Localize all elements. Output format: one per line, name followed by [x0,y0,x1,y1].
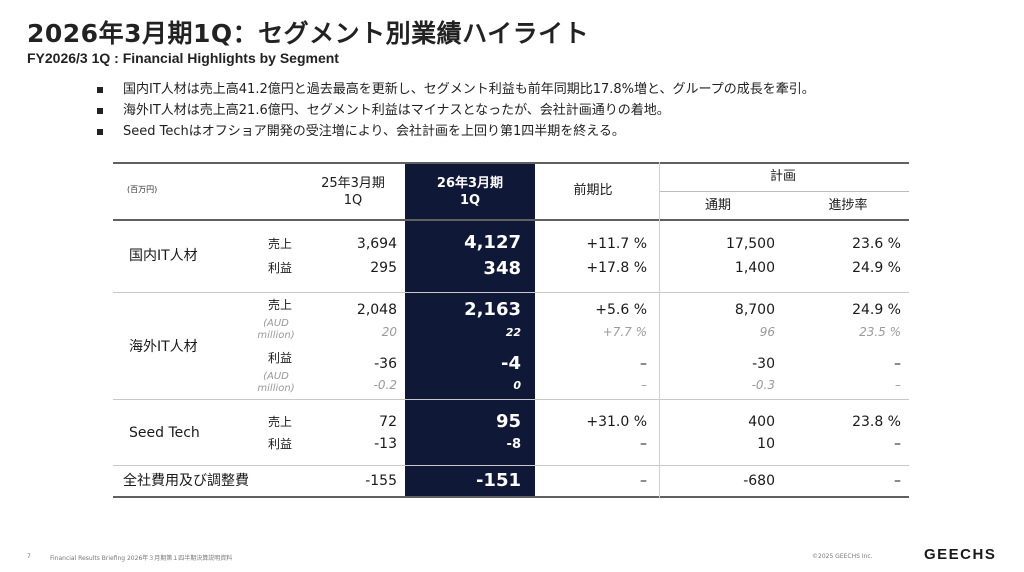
overseas-profit-aud-progress: – [895,378,901,392]
bullet-square-icon [97,87,103,93]
page-subtitle: FY2026/3 1Q : Financial Highlights by Se… [27,50,339,66]
segment-name-corporate: 全社費用及び調整費 [123,473,249,489]
corporate-plan: -680 [743,473,775,489]
domestic-sales-yoy: +11.7 % [586,236,647,252]
overseas-profit-plan: -30 [752,356,775,372]
row-label-sales: 売上 [268,415,293,429]
overseas-sales-progress: 24.9 % [852,302,901,318]
domestic-profit-plan: 1,400 [734,260,775,276]
progress-header: 進捗率 [828,198,868,213]
domestic-sales-progress: 23.6 % [852,236,901,252]
overseas-profit-aud-yoy: – [641,378,647,392]
seedtech-sales-curr: 95 [495,411,521,432]
domestic-profit-prev: 295 [370,260,397,276]
overseas-sales-aud-yoy: +7.7 % [602,325,647,339]
overseas-sales-aud-progress: 23.5 % [859,325,901,339]
seedtech-profit-prev: -13 [374,436,397,452]
row-label-profit: 利益 [268,351,293,365]
row-divider [113,399,909,400]
seedtech-sales-yoy: +31.0 % [586,414,647,430]
row-label-aud: (AUD million) [257,371,295,394]
footer-text: Financial Results Briefing 2026年３月期第１四半期… [50,555,233,562]
bullet-text: 海外IT人材は売上高21.6億円、セグメント利益はマイナスとなったが、会社計画通… [123,103,670,118]
overseas-sales-curr: 2,163 [464,299,521,320]
bullet-text: Seed Techはオフショア開発の受注増により、会社計画を上回り第1四半期を終… [123,124,625,139]
overseas-profit-aud-prev: -0.2 [373,378,397,392]
overseas-sales-aud-prev: 20 [381,325,397,339]
page-title: 2026年3月期1Q：セグメント別業績ハイライト [27,19,590,48]
seedtech-sales-plan: 400 [748,414,775,430]
seedtech-profit-plan: 10 [757,436,775,452]
overseas-sales-yoy: +5.6 % [595,302,647,318]
domestic-profit-progress: 24.9 % [852,260,901,276]
bullet-square-icon [97,108,103,114]
segment-name-domestic: 国内IT人材 [129,248,198,264]
overseas-sales-aud-plan: 96 [759,325,775,339]
seedtech-sales-progress: 23.8 % [852,414,901,430]
table-bottom-border [113,496,909,498]
unit-label: (百万円) [127,185,158,194]
bullet-square-icon [97,129,103,135]
corporate-yoy: – [640,473,647,489]
bullet-item: Seed Techはオフショア開発の受注増により、会社計画を上回り第1四半期を終… [97,121,815,142]
segment-table: (百万円) 25年3月期 1Q 26年3月期 1Q 前期比 計画 通期 進捗率 … [113,162,909,498]
corporate-progress: – [894,473,901,489]
copyright: ©2025 GEECHS Inc. [812,553,873,560]
seedtech-profit-yoy: – [640,436,647,452]
overseas-profit-prev: -36 [374,356,397,372]
plan-full-year-header: 通期 [704,198,731,213]
row-label-profit: 利益 [268,261,293,275]
overseas-profit-curr: -4 [501,353,521,374]
bullet-item: 海外IT人材は売上高21.6億円、セグメント利益はマイナスとなったが、会社計画通… [97,100,815,121]
domestic-sales-curr: 4,127 [464,232,521,253]
curr-period-header: 26年3月期 [436,176,504,191]
domestic-profit-yoy: +17.8 % [586,260,647,276]
domestic-sales-prev: 3,694 [356,236,397,252]
table-top-border [113,162,909,164]
header-bottom-border [113,219,909,221]
overseas-profit-aud-plan: -0.3 [751,378,775,392]
overseas-profit-aud-curr: 0 [513,379,521,392]
highlight-bullets: 国内IT人材は売上高41.2億円と過去最高を更新し、セグメント利益も前年同期比1… [97,79,815,142]
domestic-profit-curr: 348 [483,258,521,279]
curr-period-header-quarter: 1Q [459,193,481,208]
plan-column-divider [659,162,660,498]
segment-name-overseas: 海外IT人材 [129,339,198,355]
row-label-aud: (AUD million) [257,318,295,341]
plan-header: 計画 [769,169,796,184]
plan-header-divider [659,191,909,192]
page-number: 7 [27,553,31,560]
company-logo: GEECHS [924,546,997,563]
seedtech-sales-prev: 72 [379,414,397,430]
row-label-sales: 売上 [268,237,293,251]
overseas-profit-yoy: – [640,356,647,372]
overseas-profit-progress: – [894,356,901,372]
seedtech-profit-curr: -8 [506,437,521,452]
corporate-curr: -151 [475,470,521,491]
row-label-profit: 利益 [268,437,293,451]
seedtech-profit-progress: – [894,436,901,452]
domestic-sales-plan: 17,500 [726,236,775,252]
row-divider [113,465,909,466]
segment-name-seedtech: Seed Tech [129,425,200,441]
overseas-sales-plan: 8,700 [734,302,775,318]
corporate-prev: -155 [365,473,397,489]
prev-period-header-quarter: 1Q [343,193,363,208]
yoy-header: 前期比 [573,183,613,198]
overseas-sales-aud-curr: 22 [505,326,521,339]
bullet-item: 国内IT人材は売上高41.2億円と過去最高を更新し、セグメント利益も前年同期比1… [97,79,815,100]
row-divider [113,292,909,293]
prev-period-header: 25年3月期 [321,176,385,191]
overseas-sales-prev: 2,048 [356,302,397,318]
bullet-text: 国内IT人材は売上高41.2億円と過去最高を更新し、セグメント利益も前年同期比1… [123,82,815,97]
current-period-highlight-column [405,162,535,498]
row-label-sales: 売上 [268,298,293,312]
